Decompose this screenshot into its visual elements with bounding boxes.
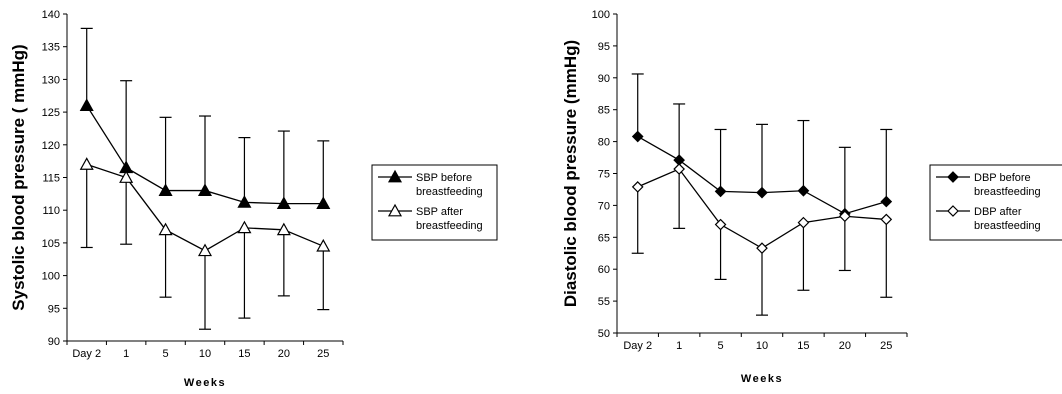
x-tick-label: Day 2 xyxy=(72,348,101,360)
data-point xyxy=(119,170,134,183)
x-tick-label: 10 xyxy=(199,348,211,360)
x-tick-label: 5 xyxy=(718,340,724,352)
legend-marker xyxy=(947,171,959,183)
data-point xyxy=(79,98,94,111)
data-point xyxy=(756,186,768,199)
x-tick-label: 1 xyxy=(676,340,682,352)
y-tick-label: 75 xyxy=(598,169,610,181)
legend-marker xyxy=(387,203,403,217)
y-axis-title: Diastolic blood pressure (mmHg) xyxy=(561,40,580,307)
y-tick-label: 55 xyxy=(598,296,610,308)
legend-label: breastfeeding xyxy=(974,186,1041,198)
y-tick-label: 95 xyxy=(48,303,60,315)
legend-label: DBP before xyxy=(974,172,1031,184)
x-tick-label: 5 xyxy=(163,348,169,360)
legend-label: SBP after xyxy=(416,206,463,218)
legend-label: breastfeeding xyxy=(974,220,1041,232)
x-tick-label: 20 xyxy=(839,340,851,352)
y-tick-label: 90 xyxy=(48,336,60,348)
data-point xyxy=(880,213,893,226)
legend-marker xyxy=(387,169,403,183)
y-tick-label: 120 xyxy=(42,140,60,152)
y-tick-label: 60 xyxy=(598,264,610,276)
y-tick-label: 140 xyxy=(42,9,60,21)
data-point xyxy=(316,196,331,210)
data-point xyxy=(714,218,727,231)
data-point xyxy=(880,195,893,208)
data-point xyxy=(276,196,291,210)
x-tick-label: 15 xyxy=(238,348,250,360)
x-tick-label: 25 xyxy=(880,340,892,352)
legend-label: breastfeeding xyxy=(416,220,483,232)
data-point xyxy=(756,242,768,254)
series-0 xyxy=(79,27,331,210)
data-point xyxy=(158,222,173,236)
data-point xyxy=(316,238,331,252)
legend-label: breastfeeding xyxy=(416,186,483,198)
series-0 xyxy=(631,73,893,220)
y-tick-label: 80 xyxy=(598,137,610,149)
y-tick-label: 65 xyxy=(598,232,610,244)
y-tick-label: 100 xyxy=(592,9,610,21)
y-tick-label: 115 xyxy=(42,173,60,185)
data-point xyxy=(714,185,727,198)
x-tick-label: 25 xyxy=(317,348,329,360)
y-tick-label: 125 xyxy=(42,107,60,119)
legend-label: SBP before xyxy=(416,172,472,184)
y-tick-label: 110 xyxy=(42,205,60,217)
y-tick-label: 85 xyxy=(598,105,610,117)
data-point xyxy=(237,195,252,208)
data-point xyxy=(276,222,291,236)
y-tick-label: 95 xyxy=(598,41,610,53)
y-tick-label: 90 xyxy=(598,73,610,85)
x-tick-label: 1 xyxy=(123,348,129,360)
x-axis-title: Weeks xyxy=(184,377,226,389)
x-tick-label: 15 xyxy=(797,340,809,352)
series-1 xyxy=(79,157,331,330)
legend: SBP before breastfeeding SBP after breastfe… xyxy=(371,164,498,241)
data-point xyxy=(839,210,851,223)
y-tick-label: 100 xyxy=(42,271,60,283)
legend-label: DBP after xyxy=(974,206,1022,218)
legend: DBP before breastfeeding DBP after breastfe… xyxy=(929,164,1062,241)
data-point xyxy=(79,157,94,170)
data-point xyxy=(797,184,810,197)
x-axis-title: Weeks xyxy=(741,373,783,385)
data-point xyxy=(631,130,644,143)
y-tick-label: 135 xyxy=(42,42,60,54)
series-1 xyxy=(631,163,893,316)
x-tick-label: 20 xyxy=(278,348,290,360)
y-tick-label: 105 xyxy=(42,238,60,250)
data-point xyxy=(197,183,213,196)
y-axis-title: Systolic blood pressure ( mmHg) xyxy=(9,44,28,310)
y-tick-label: 50 xyxy=(598,328,610,340)
y-tick-label: 130 xyxy=(42,74,60,86)
legend-marker xyxy=(947,205,959,217)
data-point xyxy=(158,183,173,196)
data-point xyxy=(631,181,644,193)
data-point xyxy=(673,163,685,175)
data-point xyxy=(797,216,810,229)
data-point xyxy=(237,220,252,234)
y-tick-label: 70 xyxy=(598,200,610,212)
x-tick-label: 10 xyxy=(756,340,768,352)
x-tick-label: Day 2 xyxy=(623,340,652,352)
data-point xyxy=(197,243,213,257)
